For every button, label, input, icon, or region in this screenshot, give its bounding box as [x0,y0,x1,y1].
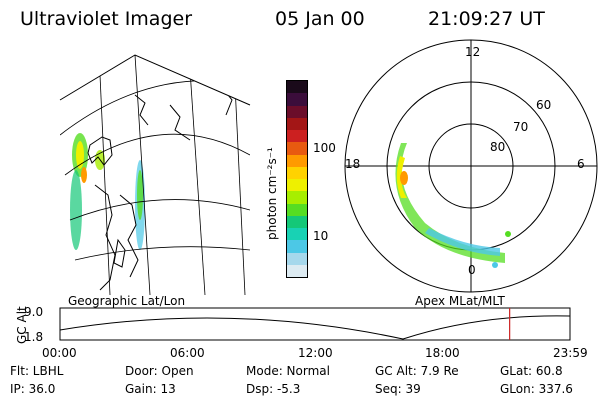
colorbar-swatch [287,130,307,143]
mlt-label-18: 18 [345,157,361,171]
filter-readout: Flt: LBHL [10,364,64,378]
dsp-readout: Dsp: -5.3 [246,382,301,396]
polar-aurora [395,143,511,268]
glat-readout: GLat: 60.8 [500,364,563,378]
mlt-label-0: 0 [468,263,476,277]
time-label: 21:09:27 UT [428,8,545,30]
colorbar-swatch [287,81,307,94]
colorbar-tick-10: 10 [313,229,329,243]
alt-xtick-0600: 06:00 [170,346,205,360]
colorbar-tick-100: 100 [313,141,336,155]
geo-graticule [60,55,250,295]
ip-readout: IP: 36.0 [10,382,56,396]
colorbar-swatch [287,142,307,155]
seq-readout: Seq: 39 [375,382,421,396]
polar-plot [344,39,598,293]
geo-coastlines [87,84,233,291]
colorbar-swatch [287,252,307,265]
geographic-map [59,54,251,295]
colorbar-swatch [287,166,307,179]
mlt-label-12: 12 [465,45,481,59]
colorbar-swatch [287,215,307,228]
colorbar-swatch [287,203,307,216]
alt-xtick-1200: 12:00 [298,346,333,360]
alt-xtick-2359: 23:59 [553,346,588,360]
colorbar-swatch [287,93,307,106]
colorbar-swatch [287,240,307,253]
alt-ytick-1-8: 1.8 [24,330,44,344]
alt-xtick-0000: 00:00 [42,346,77,360]
alt-xtick-1800: 18:00 [425,346,460,360]
mlt-label-6: 6 [577,157,585,171]
colorbar-swatch [287,117,307,130]
geo-panel-label: Geographic Lat/Lon [68,294,186,308]
orbit-altitude-curve [59,315,571,340]
instrument-title: Ultraviolet Imager [20,8,193,30]
colorbar-swatch [287,154,307,167]
colorbar-units-label: photon cm⁻²s⁻¹ [265,147,279,240]
gain-readout: Gain: 13 [125,382,176,396]
altitude-strip [59,307,571,341]
colorbar-swatch [287,179,307,192]
gc-alt-readout: GC Alt: 7.9 Re [375,364,459,378]
lat-label-70: 70 [513,120,529,134]
mode-readout: Mode: Normal [246,364,330,378]
colorbar-swatch [287,191,307,204]
door-readout: Door: Open [125,364,194,378]
date-label: 05 Jan 00 [275,8,365,30]
lat-label-80: 80 [490,140,506,154]
alt-ytick-9: 9.0 [24,305,44,319]
colorbar-swatch [287,105,307,118]
colorbar [286,80,308,278]
colorbar-swatch [287,264,307,277]
lat-label-60: 60 [536,98,552,112]
polar-panel-label: Apex MLat/MLT [415,294,505,308]
colorbar-swatch [287,228,307,241]
glon-readout: GLon: 337.6 [500,382,573,396]
